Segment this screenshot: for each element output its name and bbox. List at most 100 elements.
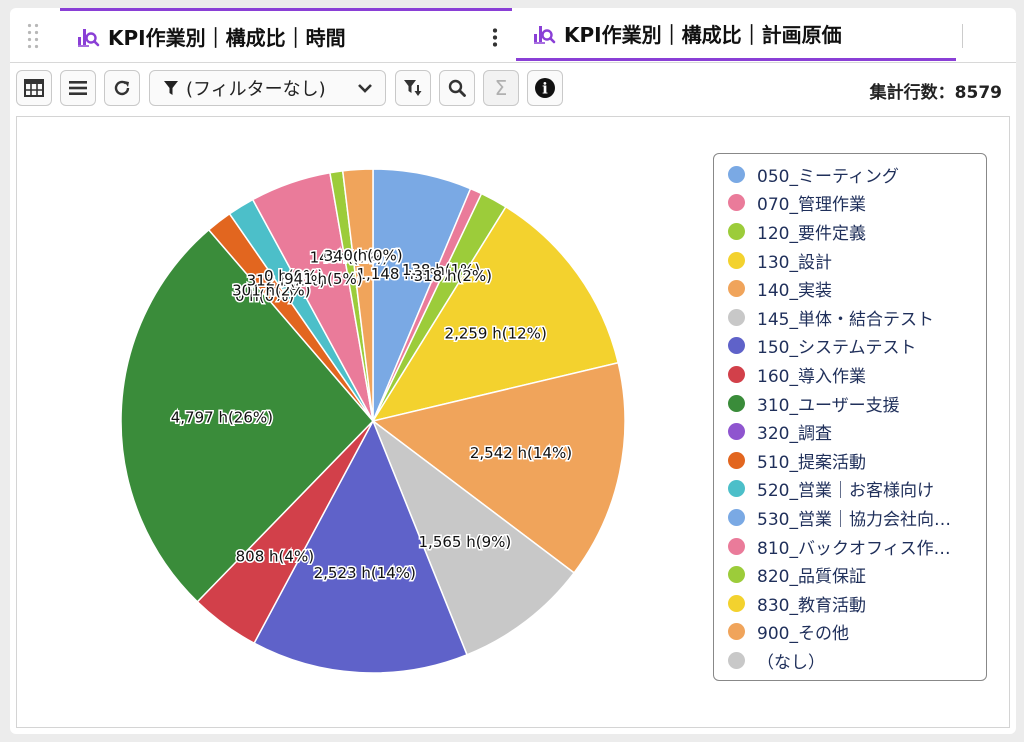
pie-data-label: 2,523 h(14%): [314, 564, 416, 582]
legend-item[interactable]: 830_教育活動: [714, 589, 986, 618]
legend-item[interactable]: 820_品質保証: [714, 560, 986, 589]
search-icon: [448, 79, 466, 97]
filter-select[interactable]: (フィルターなし): [149, 70, 386, 106]
legend-item[interactable]: 160_導入作業: [714, 360, 986, 389]
legend-item[interactable]: 150_システムテスト: [714, 332, 986, 361]
legend-label: 810_バックオフィス作…: [757, 538, 951, 559]
legend-swatch: [728, 623, 745, 641]
pie-slice[interactable]: [371, 418, 576, 656]
legend-label: 130_設計: [757, 252, 832, 273]
filter-icon: [164, 81, 178, 95]
tab-bar: KPI作業別｜構成比｜時間 KPI作業別｜構成比｜計画原価: [10, 8, 1016, 63]
menu-button[interactable]: [60, 70, 96, 106]
search-button[interactable]: [439, 70, 475, 106]
pie-chart[interactable]: 1,148 h(6%)138 h(1%)318 h(2%) 2,259 h(12%…: [17, 117, 697, 727]
chart-search-icon: [534, 26, 556, 44]
legend-swatch: [728, 280, 745, 298]
pie-data-label: 148 h(1%): [310, 248, 388, 266]
pie-data-label: 348 h(2%): [324, 247, 402, 265]
row-count: 集計行数：8579: [869, 83, 1002, 103]
pie-slice[interactable]: [341, 168, 374, 422]
filter-down-icon: [404, 80, 422, 96]
pie-slice[interactable]: [371, 361, 626, 574]
table-icon: [24, 79, 44, 97]
legend-item[interactable]: 510_提案活動: [714, 446, 986, 475]
filter-sort-button[interactable]: [395, 70, 431, 106]
legend-label: 140_実装: [757, 281, 832, 302]
more-vertical-icon[interactable]: [492, 27, 498, 49]
pie-data-label: 808 h(4%): [236, 547, 314, 565]
hamburger-icon: [69, 81, 87, 95]
legend-item[interactable]: 520_営業｜お客様向け: [714, 475, 986, 504]
legend-label: 160_導入作業: [757, 366, 866, 387]
legend-item[interactable]: 120_要件定義: [714, 217, 986, 246]
chevron-down-icon: [358, 84, 372, 93]
legend-item[interactable]: 810_バックオフィス作…: [714, 532, 986, 561]
pie-data-label: 0 h(0%): [264, 267, 323, 285]
info-icon: i: [535, 78, 555, 98]
legend-swatch: [728, 537, 745, 555]
legend-item[interactable]: 130_設計: [714, 246, 986, 275]
tab-kpi-cost[interactable]: KPI作業別｜構成比｜計画原価: [516, 8, 956, 61]
pie-data-label: 138 h(1%): [402, 261, 480, 279]
refresh-button[interactable]: [104, 70, 140, 106]
legend-swatch: [728, 508, 745, 526]
legend-label: 520_営業｜お客様向け: [757, 481, 934, 502]
pie-slice[interactable]: [253, 419, 468, 674]
toolbar: (フィルターなし) Σ i 集計: [16, 70, 1010, 108]
legend-swatch: [728, 365, 745, 383]
legend-item[interactable]: 530_営業｜協力会社向…: [714, 503, 986, 532]
legend-item[interactable]: 310_ユーザー支援: [714, 389, 986, 418]
legend-label: （なし）: [757, 652, 825, 673]
filter-label: (フィルターなし): [186, 79, 326, 100]
legend-swatch: [728, 423, 745, 441]
pie-data-label: 312 h(2%): [247, 271, 325, 289]
legend-swatch: [728, 308, 745, 326]
pie-slice[interactable]: [120, 228, 375, 603]
legend-swatch: [728, 165, 745, 183]
legend-item[interactable]: （なし）: [714, 646, 986, 675]
legend-swatch: [728, 651, 745, 669]
pie-data-label: 2,259 h(12%): [445, 325, 547, 343]
tab-label: KPI作業別｜構成比｜時間: [108, 25, 346, 50]
legend-item[interactable]: 320_調査: [714, 417, 986, 446]
table-view-button[interactable]: [16, 70, 52, 106]
legend-label: 120_要件定義: [757, 223, 866, 244]
legend-label: 320_調査: [757, 424, 832, 445]
legend-item[interactable]: 140_実装: [714, 274, 986, 303]
svg-text:i: i: [542, 80, 548, 98]
sum-button[interactable]: Σ: [483, 70, 519, 106]
legend-label: 830_教育活動: [757, 595, 866, 616]
tab-divider: [962, 24, 963, 48]
refresh-icon: [114, 80, 130, 96]
pie-data-label: 941 h(5%): [284, 270, 362, 288]
legend-swatch: [728, 394, 745, 412]
legend-swatch: [728, 251, 745, 269]
pie-data-label: 1,148 h(6%): [356, 265, 449, 283]
pie-data-label: 2,542 h(14%): [470, 444, 572, 462]
legend-swatch: [728, 451, 745, 469]
legend-swatch: [728, 480, 745, 498]
pie-data-label: 4,797 h(26%): [171, 408, 273, 426]
info-button[interactable]: i: [527, 70, 563, 106]
legend-item[interactable]: 900_その他: [714, 618, 986, 647]
legend-swatch: [728, 194, 745, 212]
pie-data-label: 0 h(0%): [235, 287, 294, 305]
pie-slice[interactable]: [371, 205, 620, 423]
tab-label: KPI作業別｜構成比｜計画原価: [564, 22, 842, 47]
chart-legend: 050_ミーティング 070_管理作業 120_要件定義 130_設計 140_実装 14…: [713, 153, 987, 681]
legend-label: 900_その他: [757, 624, 849, 645]
legend-label: 530_営業｜協力会社向…: [757, 509, 951, 530]
legend-label: 310_ユーザー支援: [757, 395, 900, 416]
pie-data-label: 1,565 h(9%): [419, 533, 512, 551]
legend-swatch: [728, 594, 745, 612]
legend-item[interactable]: 145_単体・結合テスト: [714, 303, 986, 332]
legend-item[interactable]: 050_ミーティング: [714, 160, 986, 189]
tab-kpi-time[interactable]: KPI作業別｜構成比｜時間: [60, 8, 512, 61]
legend-label: 150_システムテスト: [757, 338, 917, 359]
legend-item[interactable]: 070_管理作業: [714, 189, 986, 218]
chart-panel: KPI作業別｜構成比｜時間 KPI作業別｜構成比｜計画原価: [10, 8, 1016, 734]
drag-handle-icon[interactable]: [26, 22, 40, 50]
chart-area: 1,148 h(6%) 138 h(1%) 318 h(2%) 2,259 h(12%…: [16, 116, 1010, 728]
legend-swatch: [728, 222, 745, 240]
